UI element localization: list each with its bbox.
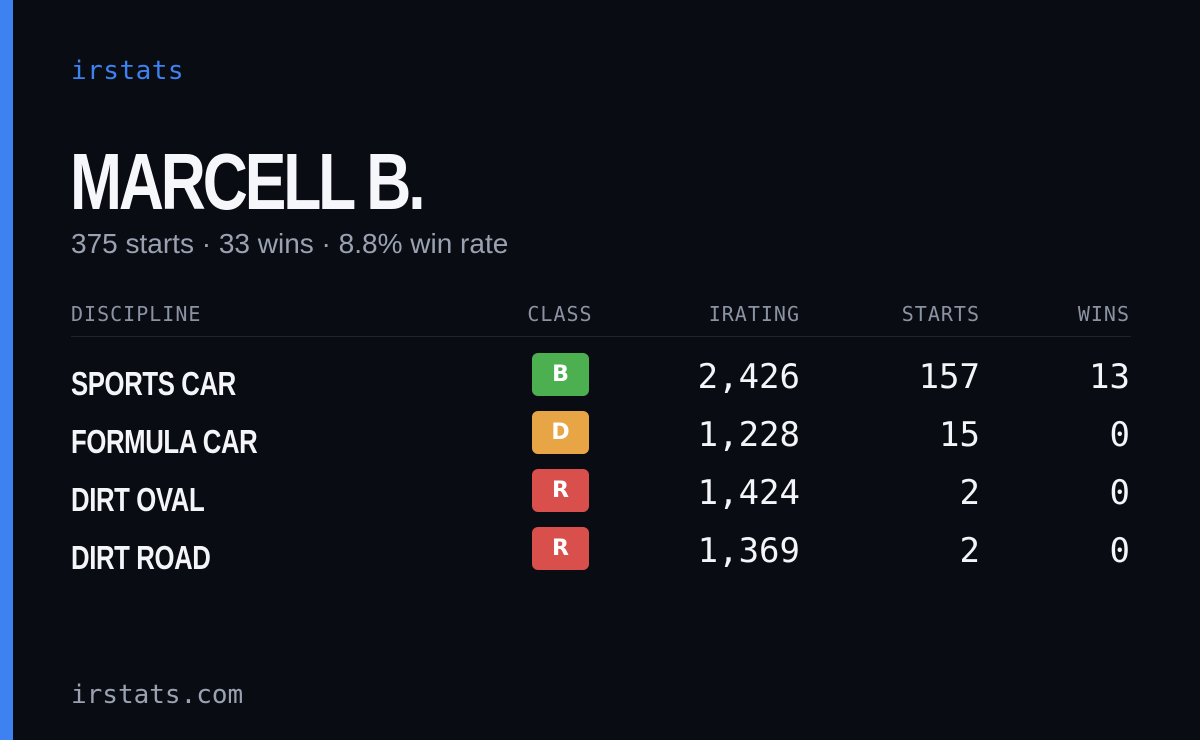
discipline-name: DIRT OVAL [71,481,205,518]
starts-value: 2 [959,473,980,513]
class-badge: R [532,469,589,512]
wins-value: 0 [1109,473,1130,513]
header-discipline: DISCIPLINE [71,302,202,326]
wins-value: 0 [1109,415,1130,455]
table-row: FORMULA CAR D 1,228 15 0 [71,411,1131,469]
header-class: CLASS [527,302,593,326]
class-badge: B [532,353,589,396]
header-starts: STARTS [901,302,980,326]
brand-logo-text: irstats [71,56,185,86]
wins-value: 0 [1109,531,1130,571]
class-badge: R [532,527,589,570]
header-irating: IRATING [708,302,800,326]
driver-name: MARCELL B. [70,137,426,226]
table-row: DIRT ROAD R 1,369 2 0 [71,527,1131,585]
table-row: DIRT OVAL R 1,424 2 0 [71,469,1131,527]
table-row: SPORTS CAR B 2,426 157 13 [71,353,1131,411]
discipline-name: SPORTS CAR [71,365,236,402]
header-wins: WINS [1077,302,1130,326]
table-header-row: DISCIPLINE CLASS IRATING STARTS WINS [71,298,1131,337]
irating-value: 1,228 [697,415,800,455]
driver-summary: 375 starts · 33 wins · 8.8% win rate [71,228,509,259]
starts-value: 157 [918,357,980,397]
discipline-name: FORMULA CAR [71,423,258,460]
accent-bar [0,0,13,740]
wins-value: 13 [1089,357,1130,397]
starts-value: 2 [959,531,980,571]
discipline-table: DISCIPLINE CLASS IRATING STARTS WINS SPO… [71,298,1131,576]
starts-value: 15 [939,415,980,455]
irating-value: 1,369 [697,531,800,571]
footer-site: irstats.com [71,680,244,710]
discipline-name: DIRT ROAD [71,539,211,576]
irating-value: 1,424 [697,473,800,513]
irating-value: 2,426 [697,357,800,397]
class-badge: D [532,411,589,454]
